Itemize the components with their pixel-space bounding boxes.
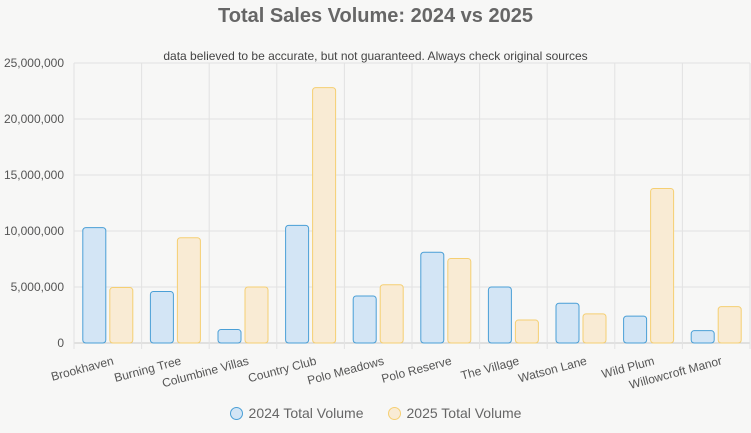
x-tick-label: Brookhaven (50, 354, 115, 384)
bar-2025 (244, 286, 269, 344)
bar-2024 (555, 302, 580, 344)
bar-2024 (420, 251, 445, 344)
legend-swatch-2024 (229, 406, 243, 420)
chart-title: Total Sales Volume: 2024 vs 2025 (218, 5, 533, 27)
bar-2025 (109, 287, 134, 344)
bar-2025 (176, 237, 201, 344)
y-tick-label: 5,000,000 (11, 280, 65, 294)
bar-2024 (352, 295, 377, 344)
bar-2025 (514, 319, 539, 344)
bar-2025 (650, 187, 675, 344)
y-tick-label: 10,000,000 (4, 224, 64, 238)
bar-2024 (149, 290, 174, 344)
y-tick-label: 0 (57, 336, 64, 350)
bar-2024 (285, 224, 310, 344)
legend-swatch-2025 (387, 406, 401, 420)
y-tick-label: 25,000,000 (4, 56, 64, 70)
legend-item-2024[interactable]: 2024 Total Volume (229, 405, 364, 421)
bar-2024 (623, 315, 648, 344)
bar-2024 (82, 227, 107, 344)
bar-2024 (690, 330, 715, 344)
chart-subtitle: data believed to be accurate, but not gu… (163, 49, 588, 63)
x-tick-label: The Village (459, 354, 521, 383)
bar-2024 (487, 286, 512, 344)
x-tick-label: Watson Lane (517, 354, 589, 386)
legend-item-2025[interactable]: 2025 Total Volume (387, 405, 522, 421)
y-tick-label: 20,000,000 (4, 112, 64, 126)
bar-2024 (217, 329, 242, 344)
bar-2025 (717, 306, 742, 344)
y-tick-label: 15,000,000 (4, 168, 64, 182)
bar-2025 (447, 257, 472, 344)
bar-2025 (582, 313, 607, 344)
legend: 2024 Total Volume 2025 Total Volume (0, 405, 751, 421)
x-tick-label: Polo Meadows (306, 354, 386, 388)
legend-label-2025: 2025 Total Volume (406, 405, 522, 421)
x-tick-label: Polo Reserve (380, 354, 454, 386)
legend-label-2024: 2024 Total Volume (248, 405, 364, 421)
bar-2025 (379, 284, 404, 344)
bar-2025 (312, 87, 337, 344)
